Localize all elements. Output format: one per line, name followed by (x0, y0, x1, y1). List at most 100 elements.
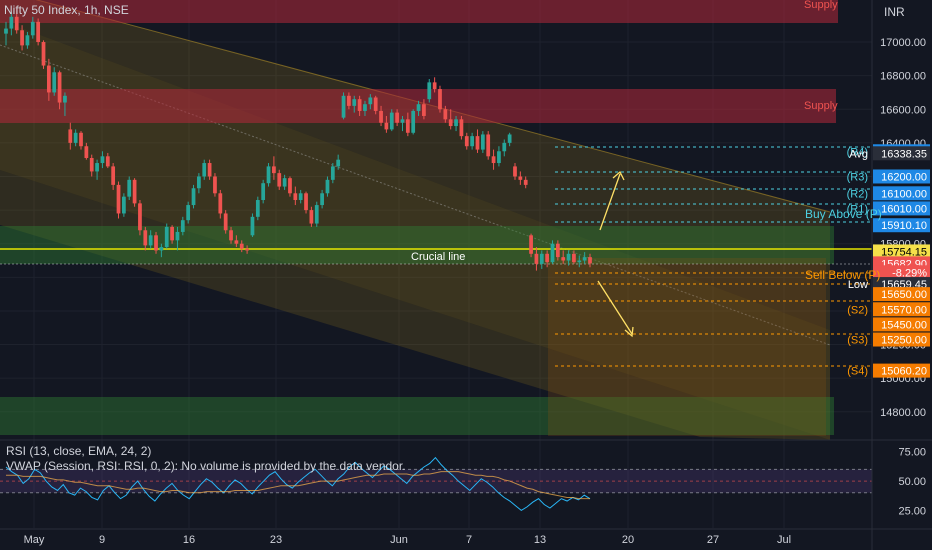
candle-body (384, 122, 389, 130)
level-price-label: 16338.35 (881, 148, 927, 160)
channel-lower-band (0, 170, 830, 440)
candle-body (427, 82, 432, 100)
level-name-label: (S2) (847, 304, 868, 316)
candle-body (14, 16, 19, 31)
supply-zone-top (0, 0, 838, 23)
level-price-box (873, 302, 930, 317)
candle-body (143, 230, 148, 246)
candle-body (41, 42, 46, 66)
candle-body (405, 119, 410, 133)
candle-body (245, 248, 249, 251)
supply-zone-label-top: Supply (804, 0, 838, 11)
candle-body (159, 247, 164, 251)
channel-mid-line (0, 44, 831, 346)
candle-body (550, 243, 555, 263)
candle-body (63, 95, 67, 103)
candle-body (218, 193, 223, 214)
x-tick-label: 23 (270, 534, 282, 546)
candle-body (213, 176, 217, 194)
candle-body (105, 156, 110, 167)
candle-body (454, 119, 458, 127)
candle-body (84, 146, 89, 158)
vwap-indicator-label[interactable]: VWAP (Session, RSI: RSI, 0, 2): No volum… (6, 459, 406, 473)
level-price-box (873, 146, 930, 161)
level-price-label: 16100.00 (881, 188, 927, 200)
candle-body (577, 260, 582, 263)
candle-body (523, 179, 528, 185)
candle-body (561, 257, 566, 261)
level-name-label: (R3) (847, 171, 868, 183)
level-price-label: 16200.00 (881, 171, 927, 183)
candle-body (309, 210, 314, 224)
level-price-box (873, 244, 930, 259)
demand-zone (0, 226, 834, 264)
candle-body (25, 35, 30, 46)
candle-body (170, 226, 174, 241)
candle-body (304, 193, 308, 211)
candle-body (400, 119, 405, 123)
level-price-label: 15650.00 (881, 289, 927, 301)
candle-body (314, 205, 319, 224)
candle-body (529, 235, 533, 254)
candle-body (68, 129, 73, 143)
candle-body (336, 159, 341, 167)
candle-body (261, 183, 266, 201)
candle-body (111, 166, 116, 185)
y-tick-label: 16800.00 (880, 71, 926, 83)
candle-body (121, 196, 126, 214)
candle-body (416, 104, 421, 111)
candle-body (411, 110, 416, 133)
candle-body (9, 16, 14, 29)
x-tick-label: 27 (707, 534, 719, 546)
candle-body (534, 253, 539, 264)
rsi-tick-label: 75.00 (898, 447, 926, 459)
y-tick-label: 17000.00 (880, 37, 926, 49)
crucial-line-label: Crucial line (411, 251, 466, 263)
candle-body (470, 136, 475, 147)
candle-body (164, 226, 169, 248)
candle-body (148, 235, 153, 246)
candle-body (363, 104, 367, 111)
currency-label: INR (884, 5, 905, 19)
rsi-band (0, 469, 872, 493)
candle-body (116, 184, 121, 214)
candle-body (282, 178, 287, 187)
candle-body (223, 213, 228, 231)
rsi-indicator-label[interactable]: RSI (13, close, EMA, 24, 2) (6, 444, 152, 458)
rsi-pane (0, 439, 932, 512)
level-price-label: 16010.00 (881, 203, 927, 215)
x-tick-label: Jul (777, 534, 791, 546)
channel-upper-band (0, 0, 830, 330)
candle-body (566, 253, 571, 261)
rsi-tick-label: 50.00 (898, 476, 926, 488)
candle-body (20, 30, 24, 46)
candle-body (582, 257, 587, 261)
candle-body (464, 136, 469, 147)
x-tick-label: 9 (99, 534, 105, 546)
x-tick-label: Jun (390, 534, 408, 546)
level-price-label: 15450.00 (881, 319, 927, 331)
candle-body (320, 193, 324, 206)
level-price-box (873, 287, 930, 302)
level-name-label: Avg (849, 148, 868, 160)
zone-layer (0, 0, 838, 440)
rsi-tick-label: 25.00 (898, 505, 926, 517)
candle-body (588, 257, 592, 264)
candle-body (288, 178, 292, 194)
rsi-line (5, 456, 591, 512)
candle-body (395, 112, 399, 123)
x-tick-label: 13 (534, 534, 546, 546)
buy-above-label: Buy Above (P) (805, 207, 882, 221)
candle-body (491, 156, 496, 164)
candle-body (298, 193, 303, 201)
candle-body (89, 157, 94, 172)
candle-body (46, 65, 51, 93)
candle-body (272, 166, 276, 174)
candle-body (30, 21, 35, 36)
level-price-label: 15060.20 (881, 366, 927, 378)
candlestick-series (4, 8, 592, 271)
candle-body (277, 173, 282, 187)
